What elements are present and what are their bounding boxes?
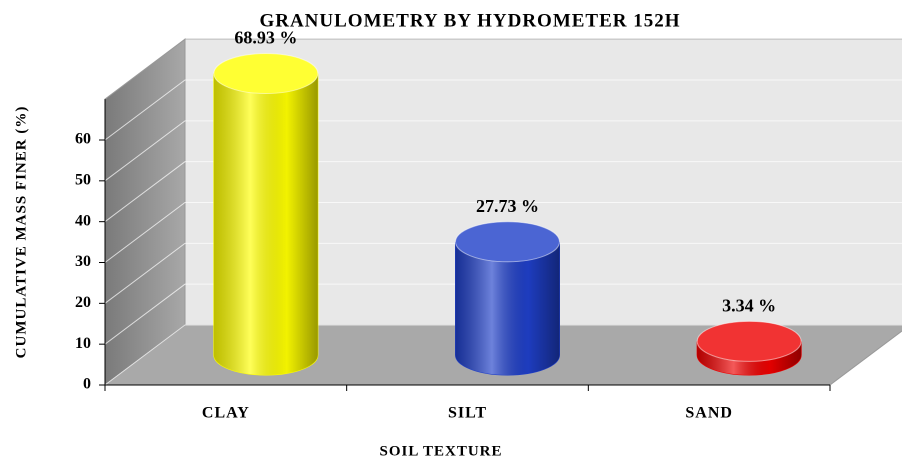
- y-tick-label: 40: [75, 212, 91, 229]
- value-label: 3.34 %: [722, 295, 776, 315]
- cylinder-shade: [455, 241, 560, 375]
- cylinder-shade: [697, 341, 802, 375]
- cylinder-top: [213, 53, 319, 95]
- grid-line: [104, 202, 902, 263]
- y-tick-label: 20: [75, 294, 91, 311]
- cylinder-top-shine: [697, 321, 802, 362]
- cylinder-shade: [213, 73, 318, 376]
- x-tick-label: SAND: [685, 405, 733, 422]
- x-tick-label: SILT: [448, 405, 487, 422]
- value-label: 27.73 %: [476, 196, 539, 216]
- x-tick-label: CLAY: [202, 405, 250, 422]
- cylinder-top: [696, 320, 802, 362]
- x-axis-label: SOIL TEXTURE: [379, 443, 502, 459]
- cylinder-top-shine: [213, 53, 318, 94]
- grid-line: [104, 324, 902, 386]
- chart-title: GRANULOMETRY BY HYDROMETER 152H: [259, 10, 680, 31]
- y-tick-label: 10: [75, 335, 91, 352]
- y-tick-label: 0: [83, 376, 91, 393]
- y-tick-label: 50: [75, 172, 91, 189]
- y-tick-label: 30: [75, 253, 91, 270]
- y-axis-label: CUMULATIVE MASS FINER (%): [13, 106, 29, 359]
- grid-line: [104, 79, 902, 141]
- grid-line: [104, 120, 902, 182]
- grid-line: [104, 161, 902, 223]
- value-label: 68.93 %: [234, 28, 297, 48]
- y-tick-label: 60: [75, 131, 91, 148]
- grid-line: [104, 283, 902, 345]
- cylinder-top: [455, 221, 560, 263]
- grid-line: [104, 242, 902, 304]
- cylinder-top-shine: [455, 221, 560, 262]
